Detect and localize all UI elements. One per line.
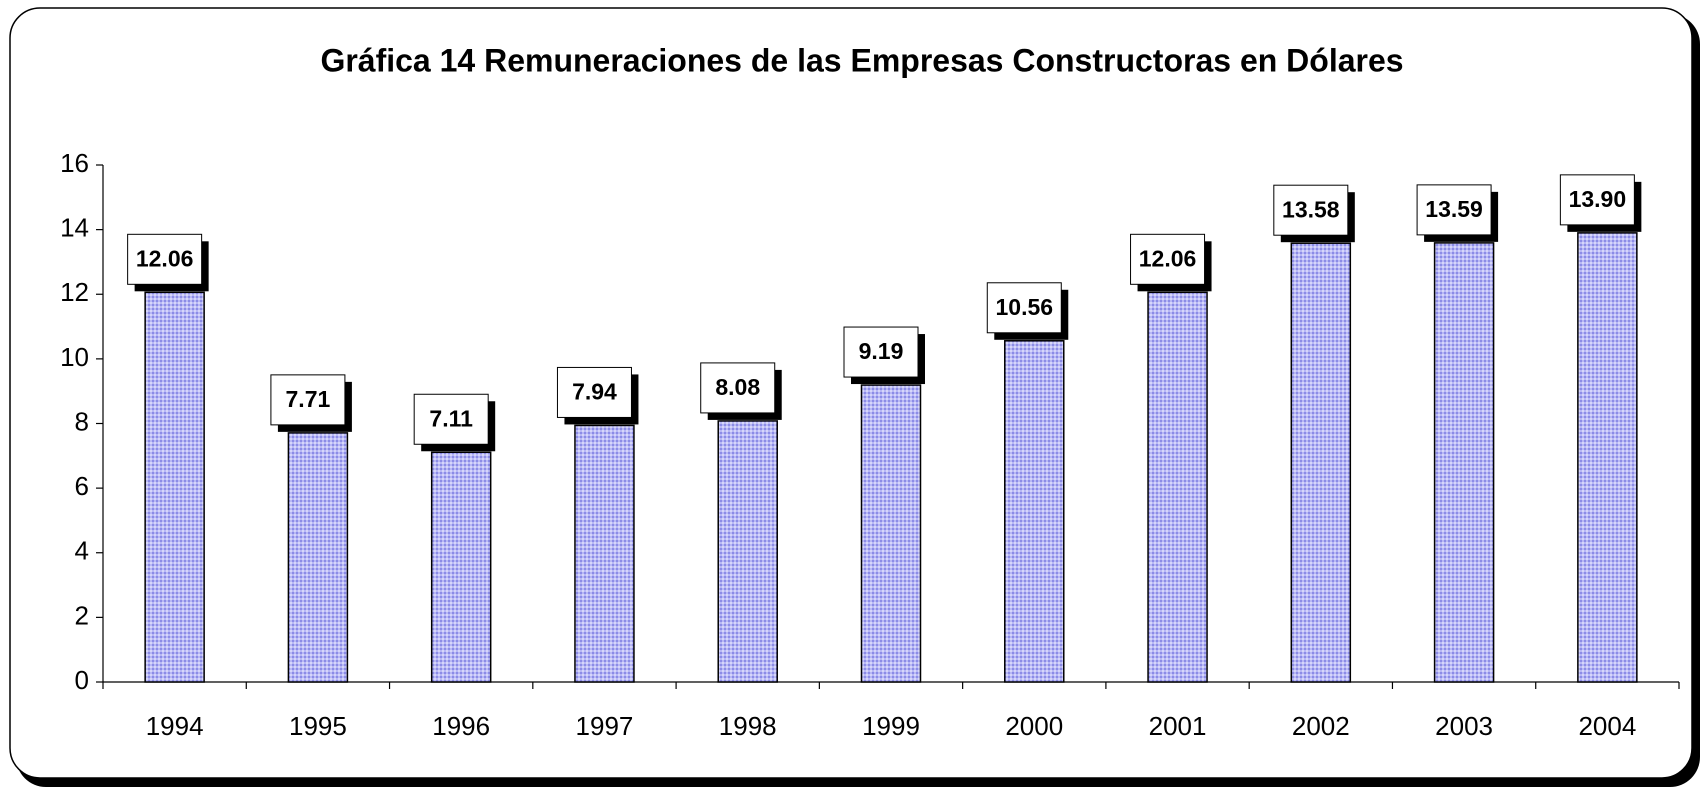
x-tick-label: 1999 (862, 711, 920, 741)
value-label: 12.06 (136, 245, 194, 271)
value-label: 13.90 (1569, 186, 1627, 212)
x-tick-label: 2003 (1435, 711, 1493, 741)
bar (430, 451, 492, 683)
y-tick-label: 0 (75, 665, 89, 695)
x-tick-label: 1994 (146, 711, 204, 741)
bar (144, 291, 205, 683)
chart-title: Gráfica 14 Remuneraciones de las Empresa… (320, 42, 1403, 78)
value-label: 13.59 (1425, 196, 1483, 222)
label-box (700, 362, 776, 414)
label-box (413, 393, 489, 445)
bar (1147, 291, 1208, 683)
y-tick-label: 2 (75, 600, 89, 630)
bar (1577, 232, 1638, 683)
label-box (1416, 184, 1492, 236)
bar (1290, 242, 1352, 683)
label-box (1130, 233, 1206, 285)
label-box (843, 326, 919, 378)
label-box (1273, 184, 1349, 236)
value-label: 7.11 (429, 405, 473, 431)
x-tick-label: 2004 (1578, 711, 1636, 741)
label-box (986, 282, 1062, 334)
value-label: 8.08 (715, 374, 760, 400)
y-tick-label: 16 (60, 148, 89, 178)
y-tick-label: 14 (60, 213, 89, 243)
y-tick-label: 8 (75, 406, 89, 436)
x-tick-label: 2002 (1292, 711, 1350, 741)
label-box (556, 366, 632, 418)
value-label: 7.94 (572, 379, 617, 405)
value-label: 7.71 (286, 386, 331, 412)
value-label: 12.06 (1139, 245, 1197, 271)
bar (574, 424, 635, 683)
bar (717, 420, 778, 683)
value-label: 13.58 (1282, 196, 1340, 222)
y-tick-label: 6 (75, 471, 89, 501)
x-tick-label: 1995 (289, 711, 347, 741)
x-tick-label: 2000 (1005, 711, 1063, 741)
label-box (127, 233, 203, 285)
frame (9, 7, 1693, 779)
bar (287, 432, 349, 683)
y-tick-label: 10 (60, 342, 89, 372)
bar (1004, 340, 1065, 683)
label-box (1559, 174, 1635, 226)
value-label: 9.19 (859, 338, 904, 364)
y-tick-label: 12 (60, 277, 89, 307)
y-tick-label: 4 (75, 536, 89, 566)
x-tick-label: 1996 (432, 711, 490, 741)
value-label: 10.56 (995, 294, 1053, 320)
bar (1433, 242, 1495, 683)
x-tick-label: 1998 (719, 711, 777, 741)
x-tick-label: 1997 (576, 711, 634, 741)
x-tick-label: 2001 (1149, 711, 1207, 741)
label-box (270, 374, 346, 426)
bar (860, 384, 922, 683)
